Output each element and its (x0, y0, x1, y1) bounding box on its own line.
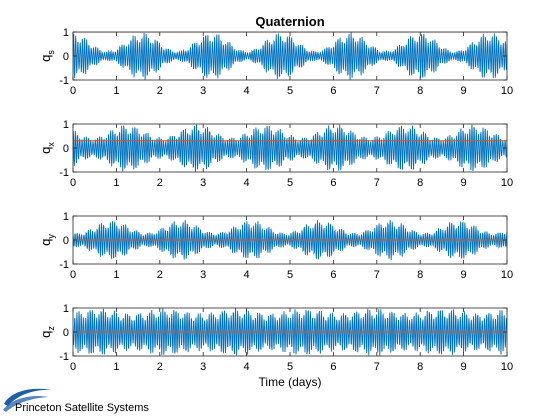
logo-swoosh-icon-2 (3, 396, 48, 412)
x-tick-label: 7 (374, 361, 380, 373)
x-tick-label: 6 (330, 361, 336, 373)
y-tick-label: 1 (63, 211, 69, 223)
x-tick-label: 10 (501, 269, 513, 281)
y-tick-label: -1 (59, 75, 69, 87)
x-tick-label: 8 (417, 177, 423, 189)
x-tick-label: 5 (287, 85, 293, 97)
x-axis-label: Time (days) (259, 375, 322, 389)
x-tick-label: 9 (461, 361, 467, 373)
x-tick-label: 2 (157, 269, 163, 281)
x-tick-label: 7 (374, 269, 380, 281)
x-tick-label: 3 (200, 85, 206, 97)
quaternion-series-line (73, 219, 507, 261)
y-axis-label: qx (38, 142, 56, 154)
x-tick-label: 1 (113, 85, 119, 97)
y-tick-label: 0 (63, 235, 69, 247)
y-axis-label: qs (38, 50, 56, 62)
x-tick-label: 0 (70, 177, 76, 189)
x-tick-label: 5 (287, 269, 293, 281)
x-tick-label: 3 (200, 177, 206, 189)
y-axis-label: qy (38, 234, 56, 246)
x-tick-label: 2 (157, 85, 163, 97)
y-tick-label: -1 (59, 351, 69, 363)
x-tick-label: 9 (461, 85, 467, 97)
series-group (73, 308, 507, 356)
series-group (73, 124, 507, 172)
x-tick-label: 1 (113, 177, 119, 189)
x-tick-label: 4 (244, 269, 250, 281)
x-tick-label: 6 (330, 177, 336, 189)
series-group (73, 32, 507, 80)
x-tick-label: 7 (374, 177, 380, 189)
logo-swoosh-icon (4, 388, 52, 406)
x-tick-label: 9 (461, 177, 467, 189)
y-tick-label: -1 (59, 167, 69, 179)
x-tick-label: 5 (287, 177, 293, 189)
x-tick-label: 10 (501, 177, 513, 189)
quaternion-series-line (73, 308, 507, 356)
quaternion-series-line (73, 32, 507, 80)
x-tick-label: 3 (200, 269, 206, 281)
x-tick-label: 1 (113, 361, 119, 373)
y-tick-label: 1 (63, 303, 69, 315)
x-tick-label: 8 (417, 269, 423, 281)
logo-text: Princeton Satellite Systems (15, 402, 149, 414)
series-group (73, 219, 507, 261)
x-tick-label: 2 (157, 361, 163, 373)
x-tick-label: 4 (244, 177, 250, 189)
x-tick-label: 4 (244, 361, 250, 373)
x-tick-label: 1 (113, 269, 119, 281)
y-tick-label: 0 (63, 51, 69, 63)
x-tick-label: 0 (70, 269, 76, 281)
y-tick-label: -1 (59, 259, 69, 271)
x-tick-label: 4 (244, 85, 250, 97)
x-tick-label: 0 (70, 85, 76, 97)
princeton-satellite-systems-logo: Princeton Satellite Systems (3, 388, 149, 414)
x-tick-label: 3 (200, 361, 206, 373)
x-tick-label: 6 (330, 269, 336, 281)
x-tick-label: 6 (330, 85, 336, 97)
y-axis-label: qz (38, 326, 56, 338)
chart-title: Quaternion (255, 14, 324, 29)
x-tick-label: 10 (501, 85, 513, 97)
x-tick-label: 7 (374, 85, 380, 97)
x-tick-label: 10 (501, 361, 513, 373)
x-tick-label: 8 (417, 85, 423, 97)
y-tick-label: 1 (63, 119, 69, 131)
y-tick-label: 1 (63, 27, 69, 39)
y-tick-label: 0 (63, 143, 69, 155)
x-tick-label: 8 (417, 361, 423, 373)
y-tick-label: 0 (63, 327, 69, 339)
x-tick-label: 0 (70, 361, 76, 373)
x-tick-label: 2 (157, 177, 163, 189)
x-tick-label: 5 (287, 361, 293, 373)
x-tick-label: 9 (461, 269, 467, 281)
quaternion-series-line (73, 124, 507, 172)
